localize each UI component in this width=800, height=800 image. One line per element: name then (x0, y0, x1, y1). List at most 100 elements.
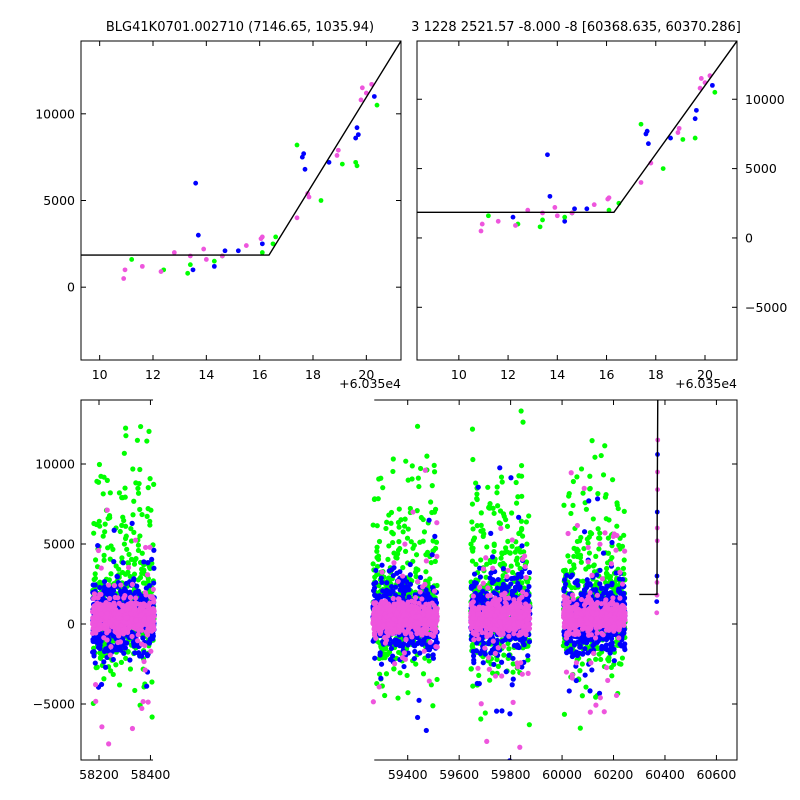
data-point (92, 682, 99, 688)
data-point (561, 711, 568, 717)
data-point (478, 528, 484, 534)
data-point (638, 121, 644, 127)
data-point (423, 569, 429, 575)
data-point (413, 566, 419, 572)
data-point (102, 664, 109, 670)
data-point (101, 474, 107, 480)
data-point (107, 619, 113, 625)
data-point (494, 585, 500, 591)
data-point (137, 533, 143, 539)
data-point (334, 153, 340, 158)
data-point (562, 581, 569, 587)
data-point (101, 676, 107, 682)
data-point (370, 561, 376, 567)
data-point (139, 595, 145, 601)
data-point (571, 562, 577, 568)
data-point (91, 653, 97, 659)
axes-frame (80, 40, 402, 361)
data-point (90, 625, 96, 632)
data-point (151, 618, 157, 624)
data-point (92, 582, 98, 588)
data-point (374, 554, 380, 561)
data-point (487, 677, 493, 683)
data-point (499, 585, 505, 591)
data-point (137, 506, 143, 513)
data-point (589, 667, 595, 673)
data-point (485, 484, 491, 490)
data-point (95, 636, 101, 642)
data-point (99, 724, 105, 730)
data-point (405, 526, 411, 532)
data-point (122, 485, 128, 491)
data-point (395, 519, 402, 526)
data-point (584, 536, 590, 542)
data-point (131, 643, 137, 649)
data-point (259, 250, 265, 255)
data-point (121, 541, 127, 547)
x-offset-label: +6.035e4 (675, 376, 737, 391)
data-point (100, 533, 106, 539)
data-point (119, 569, 126, 576)
data-point (609, 477, 616, 483)
data-point (121, 276, 127, 281)
data-point (147, 518, 153, 524)
data-point (561, 502, 567, 508)
data-point (566, 493, 572, 499)
data-point (379, 579, 385, 585)
data-point (294, 215, 300, 221)
y-tick-label: 5000 (745, 161, 777, 176)
data-point (412, 595, 419, 601)
data-point (483, 574, 489, 580)
data-point (301, 151, 307, 157)
data-point (519, 527, 525, 533)
data-point (123, 523, 129, 529)
data-point (109, 604, 115, 610)
data-point (545, 152, 550, 158)
data-point (608, 664, 614, 671)
data-point (698, 76, 704, 81)
data-point (477, 650, 483, 657)
data-point (564, 572, 570, 578)
data-point (431, 469, 438, 475)
data-point (579, 693, 585, 699)
panel-2-title: 3 1228 2521.57 -8.000 -8 [60368.635, 603… (411, 20, 741, 35)
x-tick-label: 20 (697, 367, 713, 382)
data-point (590, 563, 597, 569)
data-point (146, 615, 152, 622)
data-point (377, 652, 383, 658)
data-point (469, 501, 476, 507)
data-point (384, 580, 390, 586)
data-point (470, 683, 476, 689)
data-point (562, 214, 568, 220)
data-point (335, 147, 341, 153)
data-point (150, 609, 156, 615)
data-point (500, 560, 506, 566)
x-offset-label: +6.035e4 (339, 376, 401, 391)
data-point (500, 566, 507, 572)
data-point (383, 592, 389, 599)
data-point (141, 658, 147, 665)
data-point (427, 644, 433, 650)
data-point (426, 658, 432, 664)
data-point (494, 484, 500, 490)
data-point (121, 450, 127, 456)
data-point (222, 248, 228, 254)
data-point (148, 622, 154, 629)
data-point (621, 590, 627, 597)
data-point (371, 588, 377, 594)
data-point (395, 695, 401, 701)
data-point (134, 437, 141, 443)
data-point (145, 699, 151, 705)
data-point (132, 650, 138, 656)
data-point (508, 575, 515, 582)
data-point (415, 475, 421, 481)
data-point (136, 650, 142, 657)
data-point (106, 741, 112, 747)
data-point (107, 490, 113, 496)
x-tick-label: 16 (599, 367, 615, 382)
data-point (409, 638, 416, 644)
data-point (602, 443, 608, 449)
data-point (429, 509, 435, 516)
data-point (97, 631, 103, 637)
data-point (135, 638, 141, 644)
